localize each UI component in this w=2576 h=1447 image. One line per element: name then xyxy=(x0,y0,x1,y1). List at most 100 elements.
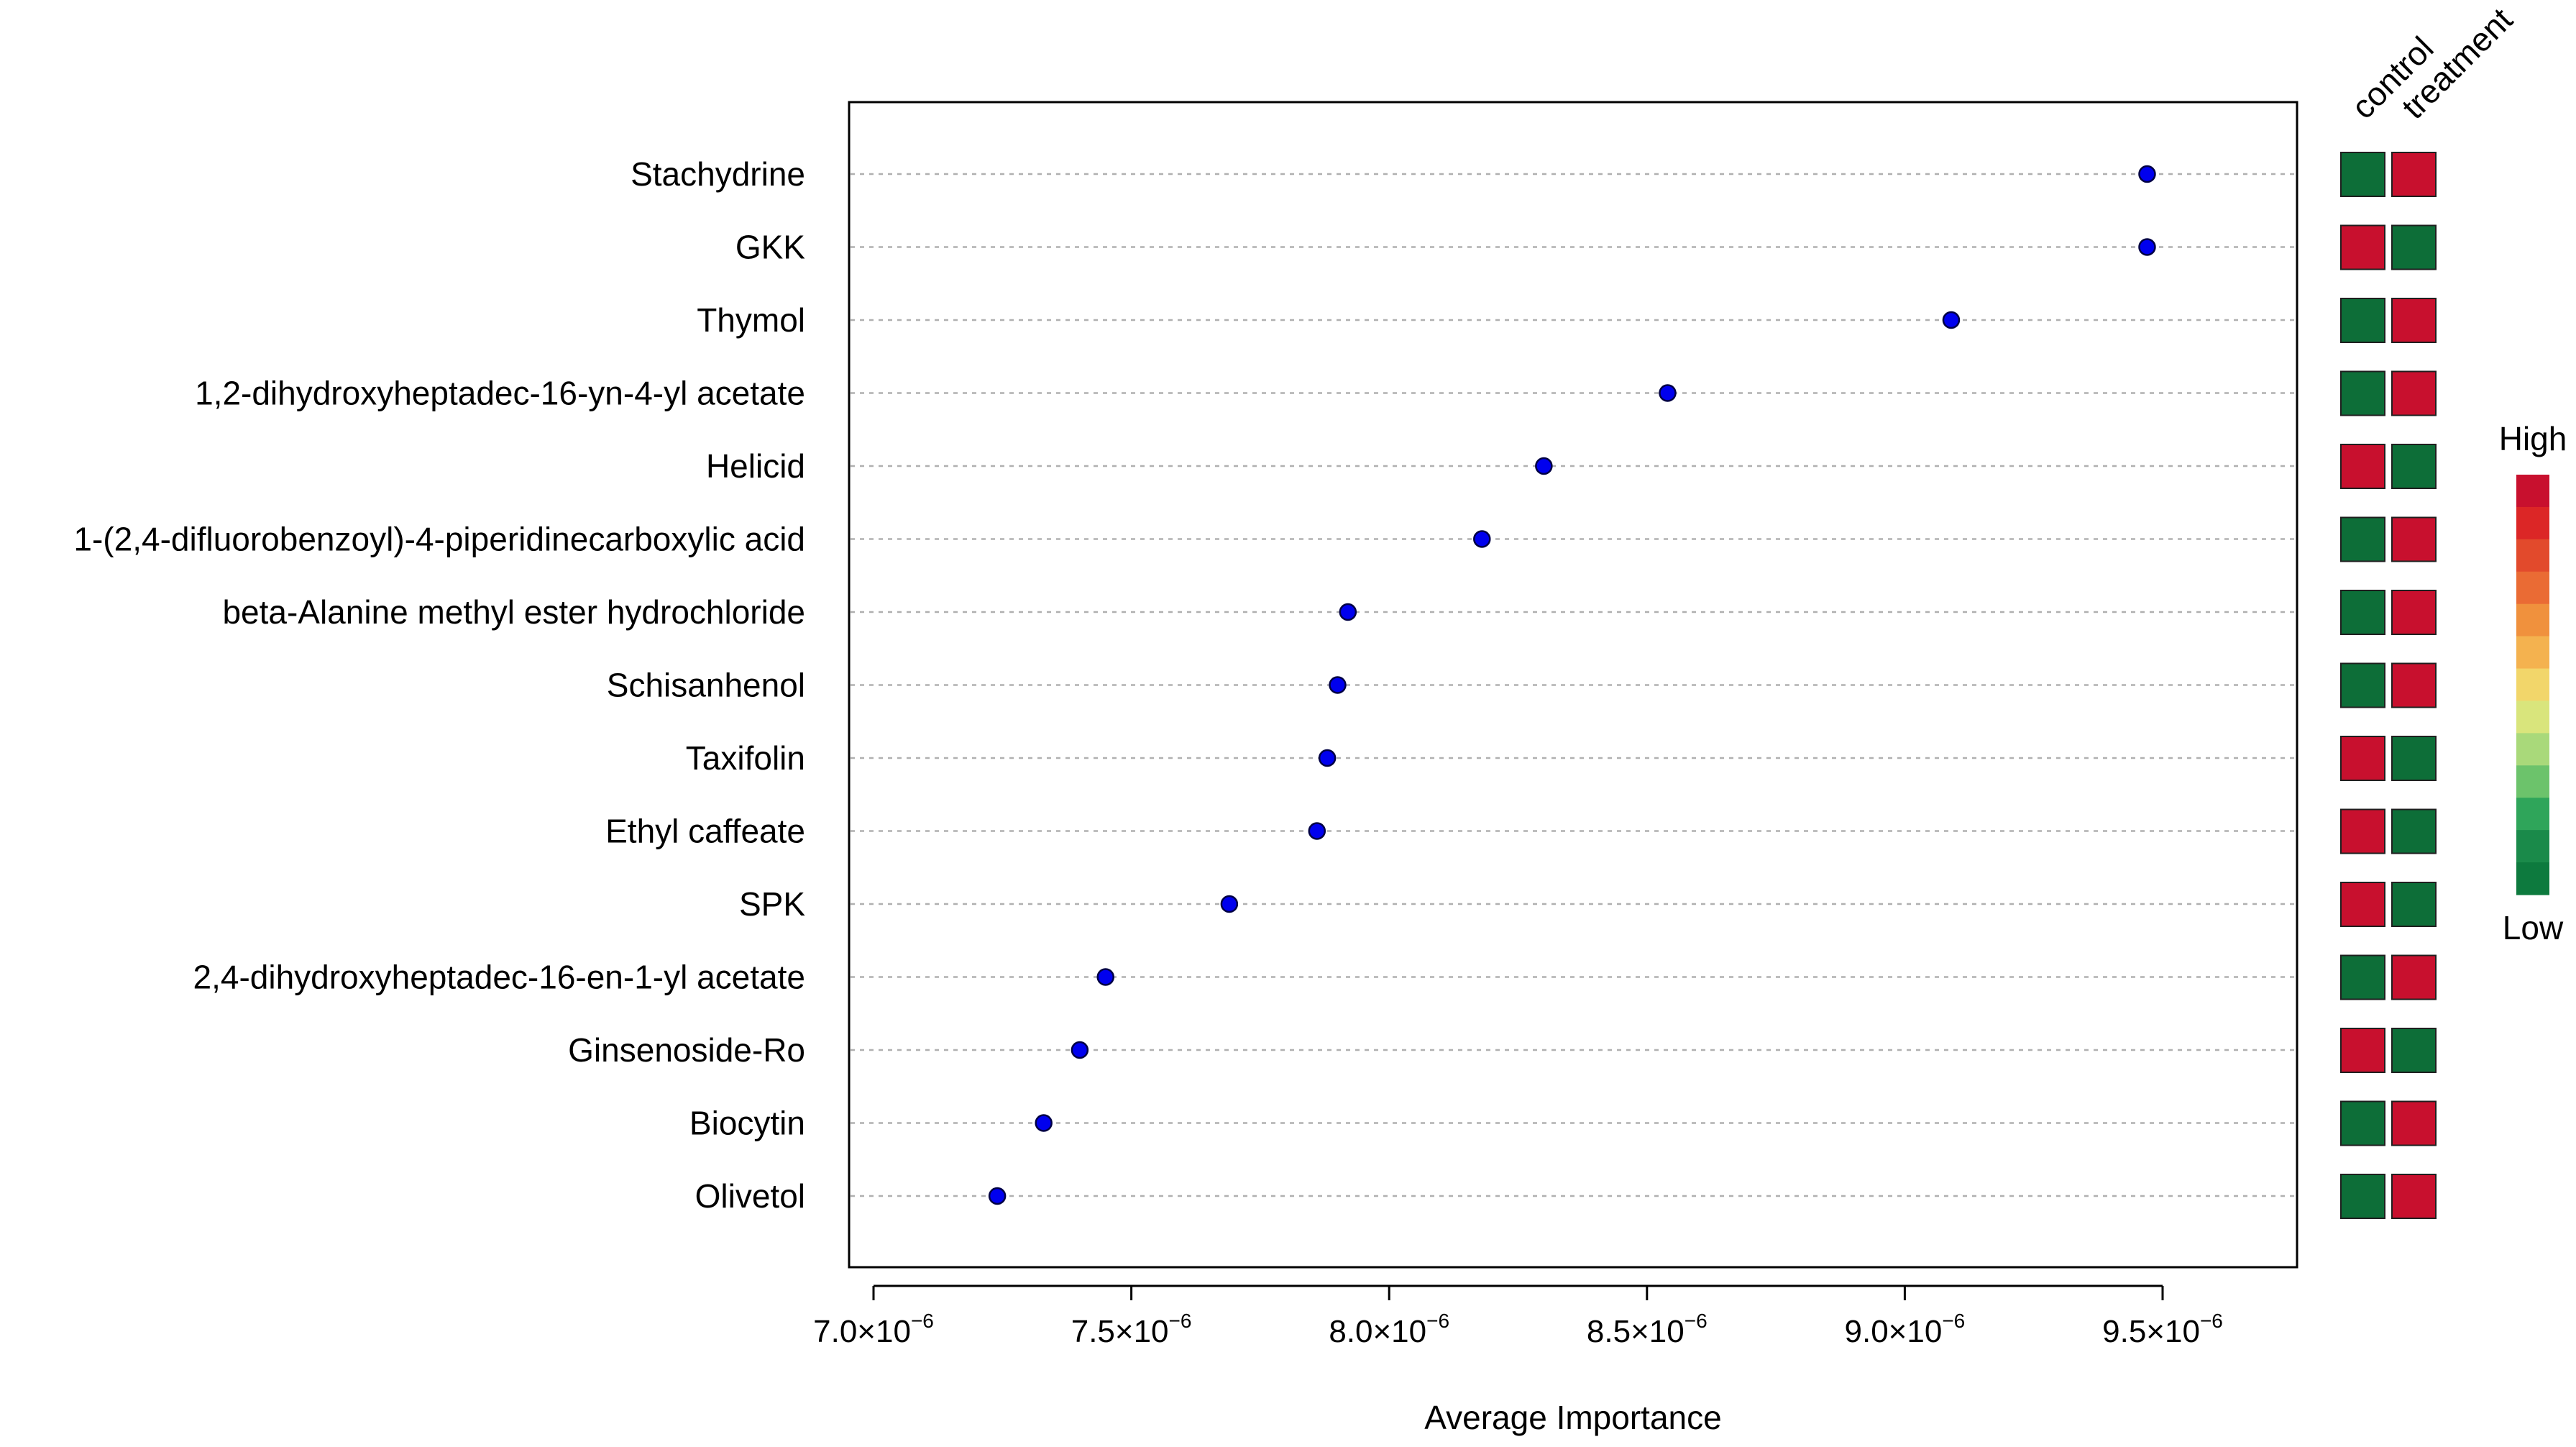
grid-lines xyxy=(851,173,2296,1197)
data-point xyxy=(1318,749,1337,767)
heatmap-cell-treatment xyxy=(2391,224,2437,270)
heatmap-cell-control xyxy=(2340,1174,2385,1219)
heatmap-cell-control xyxy=(2340,152,2385,197)
data-point xyxy=(988,1187,1007,1205)
legend-swatch xyxy=(2516,475,2549,508)
heatmap-cell-treatment xyxy=(2391,516,2437,562)
x-tick-exponent: −6 xyxy=(1942,1310,1965,1332)
y-axis-labels: Stachydrine GKK Thymol 1,2-dihydroxyheptade… xyxy=(73,155,805,1215)
data-point xyxy=(1220,895,1239,913)
heatmap-cell-treatment xyxy=(2391,444,2437,489)
heatmap-cell-control xyxy=(2340,370,2385,416)
metabolite-label: Thymol xyxy=(697,301,805,339)
legend-swatch xyxy=(2516,733,2549,766)
x-axis: 7.0×10−6 7.5×10−6 8.0×10−6 8.5×10−6 9.0×10−6… xyxy=(813,1284,2223,1349)
heatmap-cell-control xyxy=(2340,736,2385,781)
heatmap-cell-treatment xyxy=(2391,808,2437,854)
legend-high-label: High xyxy=(2499,420,2567,457)
x-tick-label: 8.0×10−6 xyxy=(1329,1310,1449,1349)
metabolite-label: Stachydrine xyxy=(631,155,805,193)
data-point xyxy=(1535,457,1553,475)
metabolite-label: Ethyl caffeate xyxy=(605,813,805,850)
data-point xyxy=(1329,676,1347,694)
x-tick-exponent: −6 xyxy=(911,1310,934,1332)
metabolite-label: Helicid xyxy=(706,447,805,485)
heatmap-cell-control xyxy=(2340,444,2385,489)
legend-swatch xyxy=(2516,506,2549,540)
heatmap-cell-control xyxy=(2340,808,2385,854)
x-tick-label: 9.0×10−6 xyxy=(1845,1310,1966,1349)
heatmap-cell-control xyxy=(2340,882,2385,927)
x-tick-label: 7.0×10−6 xyxy=(813,1310,934,1349)
data-point xyxy=(2138,165,2156,183)
heatmap-cell-control xyxy=(2340,516,2385,562)
x-tick-mantissa: 8.5×10 xyxy=(1587,1314,1685,1349)
legend-swatch xyxy=(2516,668,2549,702)
legend-swatch xyxy=(2516,603,2549,637)
heatmap-cell-control xyxy=(2340,954,2385,1000)
metabolite-label: beta-Alanine methyl ester hydrochloride xyxy=(222,593,805,631)
data-point xyxy=(2138,238,2156,256)
data-point xyxy=(1473,530,1491,548)
metabolite-label: Olivetol xyxy=(695,1177,805,1215)
x-tick-mantissa: 7.0×10 xyxy=(813,1314,911,1349)
x-tick-label: 7.5×10−6 xyxy=(1071,1310,1192,1349)
x-tick-exponent: −6 xyxy=(2200,1310,2223,1332)
data-point xyxy=(1339,603,1357,621)
heatmap-cell-treatment xyxy=(2391,954,2437,1000)
legend-swatch xyxy=(2516,862,2549,895)
heatmap-cell-treatment xyxy=(2391,662,2437,708)
legend-swatch xyxy=(2516,765,2549,798)
data-point xyxy=(1035,1114,1053,1132)
heatmap-cell-treatment xyxy=(2391,370,2437,416)
x-tick-label: 9.5×10−6 xyxy=(2102,1310,2223,1349)
heatmap-cell-treatment xyxy=(2391,1028,2437,1073)
heatmap-cell-treatment xyxy=(2391,882,2437,927)
heatmap-cell-control xyxy=(2340,1028,2385,1073)
legend-swatch xyxy=(2516,636,2549,670)
heatmap-cell-control xyxy=(2340,224,2385,270)
metabolite-label: Biocytin xyxy=(689,1105,805,1142)
legend-low-label: Low xyxy=(2503,909,2564,946)
metabolite-label: Schisanhenol xyxy=(607,667,805,704)
heatmap-cell-control xyxy=(2340,662,2385,708)
data-point xyxy=(1071,1041,1089,1059)
data-point xyxy=(1659,384,1677,402)
data-point xyxy=(1308,822,1326,840)
heatmap-cell-control xyxy=(2340,1100,2385,1146)
heatmap-cell-control xyxy=(2340,590,2385,635)
heatmap-cell-treatment xyxy=(2391,152,2437,197)
data-point xyxy=(1942,311,1961,329)
legend-swatch xyxy=(2516,700,2549,734)
heatmap-cell-treatment xyxy=(2391,736,2437,781)
metabolite-label: Taxifolin xyxy=(686,739,805,777)
x-tick-exponent: −6 xyxy=(1169,1310,1192,1332)
heatmap-cell-treatment xyxy=(2391,1174,2437,1219)
metabolite-label: Ginsenoside-Ro xyxy=(568,1031,805,1069)
color-legend: High Low xyxy=(2499,420,2567,946)
x-tick-mantissa: 9.5×10 xyxy=(2102,1314,2200,1349)
metabolite-label: SPK xyxy=(739,885,805,923)
x-tick-exponent: −6 xyxy=(1685,1310,1708,1332)
heatmap-cell-control xyxy=(2340,298,2385,343)
x-tick-mantissa: 7.5×10 xyxy=(1071,1314,1169,1349)
metabolite-label: 1-(2,4-difluorobenzoyl)-4-piperidinecarb… xyxy=(73,521,805,558)
legend-swatch xyxy=(2516,830,2549,863)
legend-swatch xyxy=(2516,798,2549,831)
plot-frame xyxy=(848,101,2298,1269)
legend-swatch xyxy=(2516,539,2549,572)
x-tick-mantissa: 9.0×10 xyxy=(1845,1314,1943,1349)
data-points xyxy=(988,165,2156,1205)
metabolite-label: GKK xyxy=(735,229,805,266)
x-tick-label: 8.5×10−6 xyxy=(1587,1310,1708,1349)
heatmap-cell-treatment xyxy=(2391,1100,2437,1146)
x-tick-exponent: −6 xyxy=(1426,1310,1449,1332)
data-point xyxy=(1096,968,1114,986)
heatmap-cell-treatment xyxy=(2391,590,2437,635)
metabolite-label: 1,2-dihydroxyheptadec-16-yn-4-yl acetate xyxy=(195,375,805,412)
metabolite-label: 2,4-dihydroxyheptadec-16-en-1-yl acetate xyxy=(193,959,806,996)
heatmap-cell-treatment xyxy=(2391,298,2437,343)
legend-swatch xyxy=(2516,571,2549,605)
